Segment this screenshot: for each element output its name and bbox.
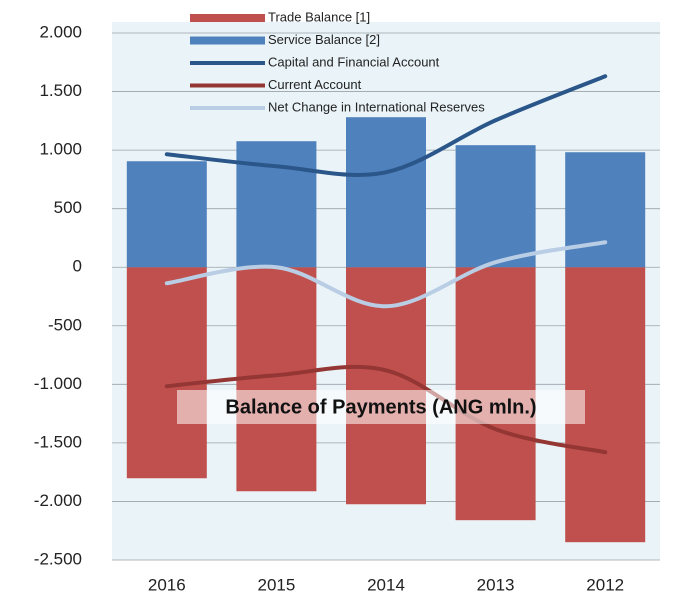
y-tick-label: -2.500 <box>34 549 82 568</box>
x-tick-label: 2016 <box>148 575 186 594</box>
legend-label: Trade Balance [1] <box>268 9 370 24</box>
x-tick-label: 2013 <box>477 575 515 594</box>
legend-label: Capital and Financial Account <box>268 54 440 69</box>
bar <box>455 145 536 268</box>
y-tick-label: -1.500 <box>34 432 82 451</box>
y-tick-label: 1.000 <box>39 140 82 159</box>
bar <box>236 141 317 268</box>
y-tick-label: 1.500 <box>39 81 82 100</box>
line <box>164 364 608 455</box>
y-tick-label: -1.000 <box>34 374 82 393</box>
annotation-box <box>177 390 585 424</box>
bar <box>126 161 207 268</box>
legend-label: Service Balance [2] <box>268 32 380 47</box>
x-tick-label: 2014 <box>367 575 405 594</box>
line <box>164 74 608 177</box>
bar <box>565 152 646 268</box>
y-tick-label: -2.000 <box>34 491 82 510</box>
legend-swatch <box>190 36 265 45</box>
bar <box>126 267 207 479</box>
annotation: Balance of Payments (ANG mln.) <box>225 396 536 418</box>
x-tick-label: 2012 <box>586 575 624 594</box>
line <box>164 240 608 309</box>
legend-label: Current Account <box>268 77 362 92</box>
x-tick-label: 2015 <box>257 575 295 594</box>
y-tick-label: 0 <box>73 257 82 276</box>
bar <box>346 117 426 268</box>
y-tick-label: -500 <box>48 315 82 334</box>
y-tick-label: 500 <box>54 198 82 217</box>
y-tick-label: 2.000 <box>39 22 82 41</box>
legend-swatch <box>190 14 265 22</box>
legend-label: Net Change in International Reserves <box>268 99 485 114</box>
